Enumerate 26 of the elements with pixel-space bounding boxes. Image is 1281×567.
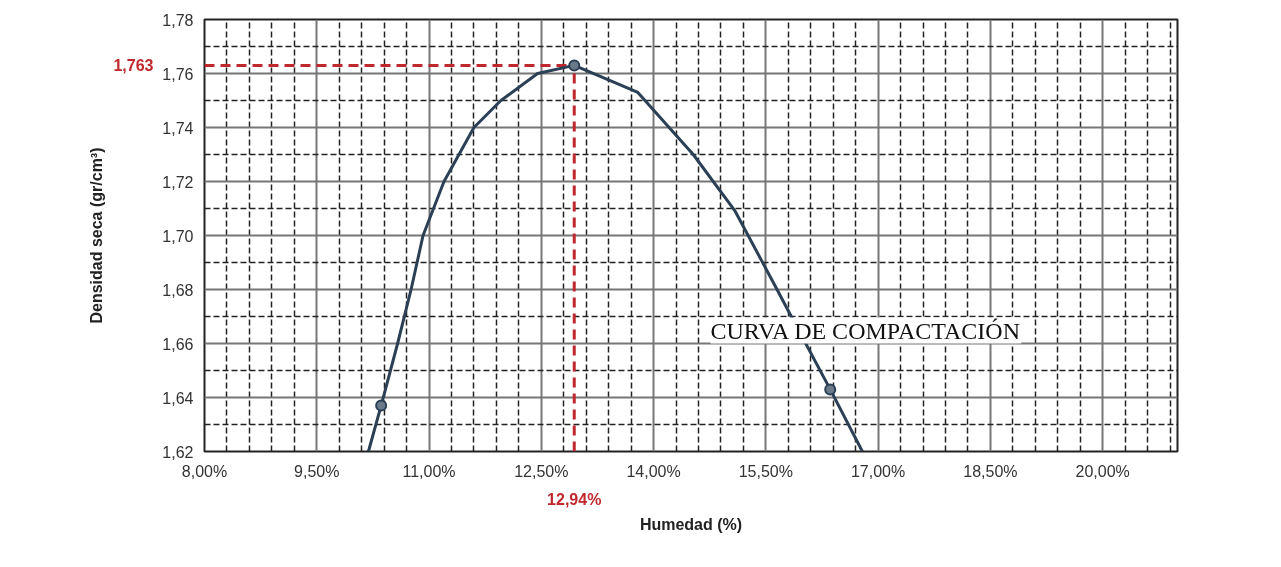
y-tick-label: 1,78 [162,11,194,29]
point [824,383,837,396]
point [375,399,388,412]
y-axis-title: Densidad seca (gr/cm³) [88,147,106,324]
y-tick-label: 1,66 [162,335,194,353]
x-tick-label: 14,00% [626,462,681,480]
ref-line-label: 12,94% [547,490,602,508]
x-tick-label: 15,50% [738,462,793,480]
x-tick-label: 8,00% [181,462,228,480]
text: CURVA DE COMPACTACIÓN [710,317,1021,344]
x-tick-label: 9,50% [294,462,340,480]
x-tick-label: 20,00% [1075,462,1130,480]
x-tick-label: 18,50% [963,462,1018,480]
ref-line-label: 1,763 [113,57,154,75]
y-tick-label: 1,68 [162,281,194,299]
x-tick-label: 17,00% [850,462,906,480]
y-tick-label: 1,62 [162,443,194,461]
y-tick-label: 1,74 [162,119,194,137]
y-tick-label: 1,76 [162,65,194,83]
x-axis-title: Humedad (%) [639,515,743,533]
y-tick-label: 1,70 [162,227,194,245]
y-tick-label: 1,64 [162,389,194,407]
x-tick-label: 12,50% [514,462,569,480]
y-tick-label: 1,72 [162,173,194,191]
point [568,59,581,72]
x-tick-label: 11,00% [402,462,456,480]
